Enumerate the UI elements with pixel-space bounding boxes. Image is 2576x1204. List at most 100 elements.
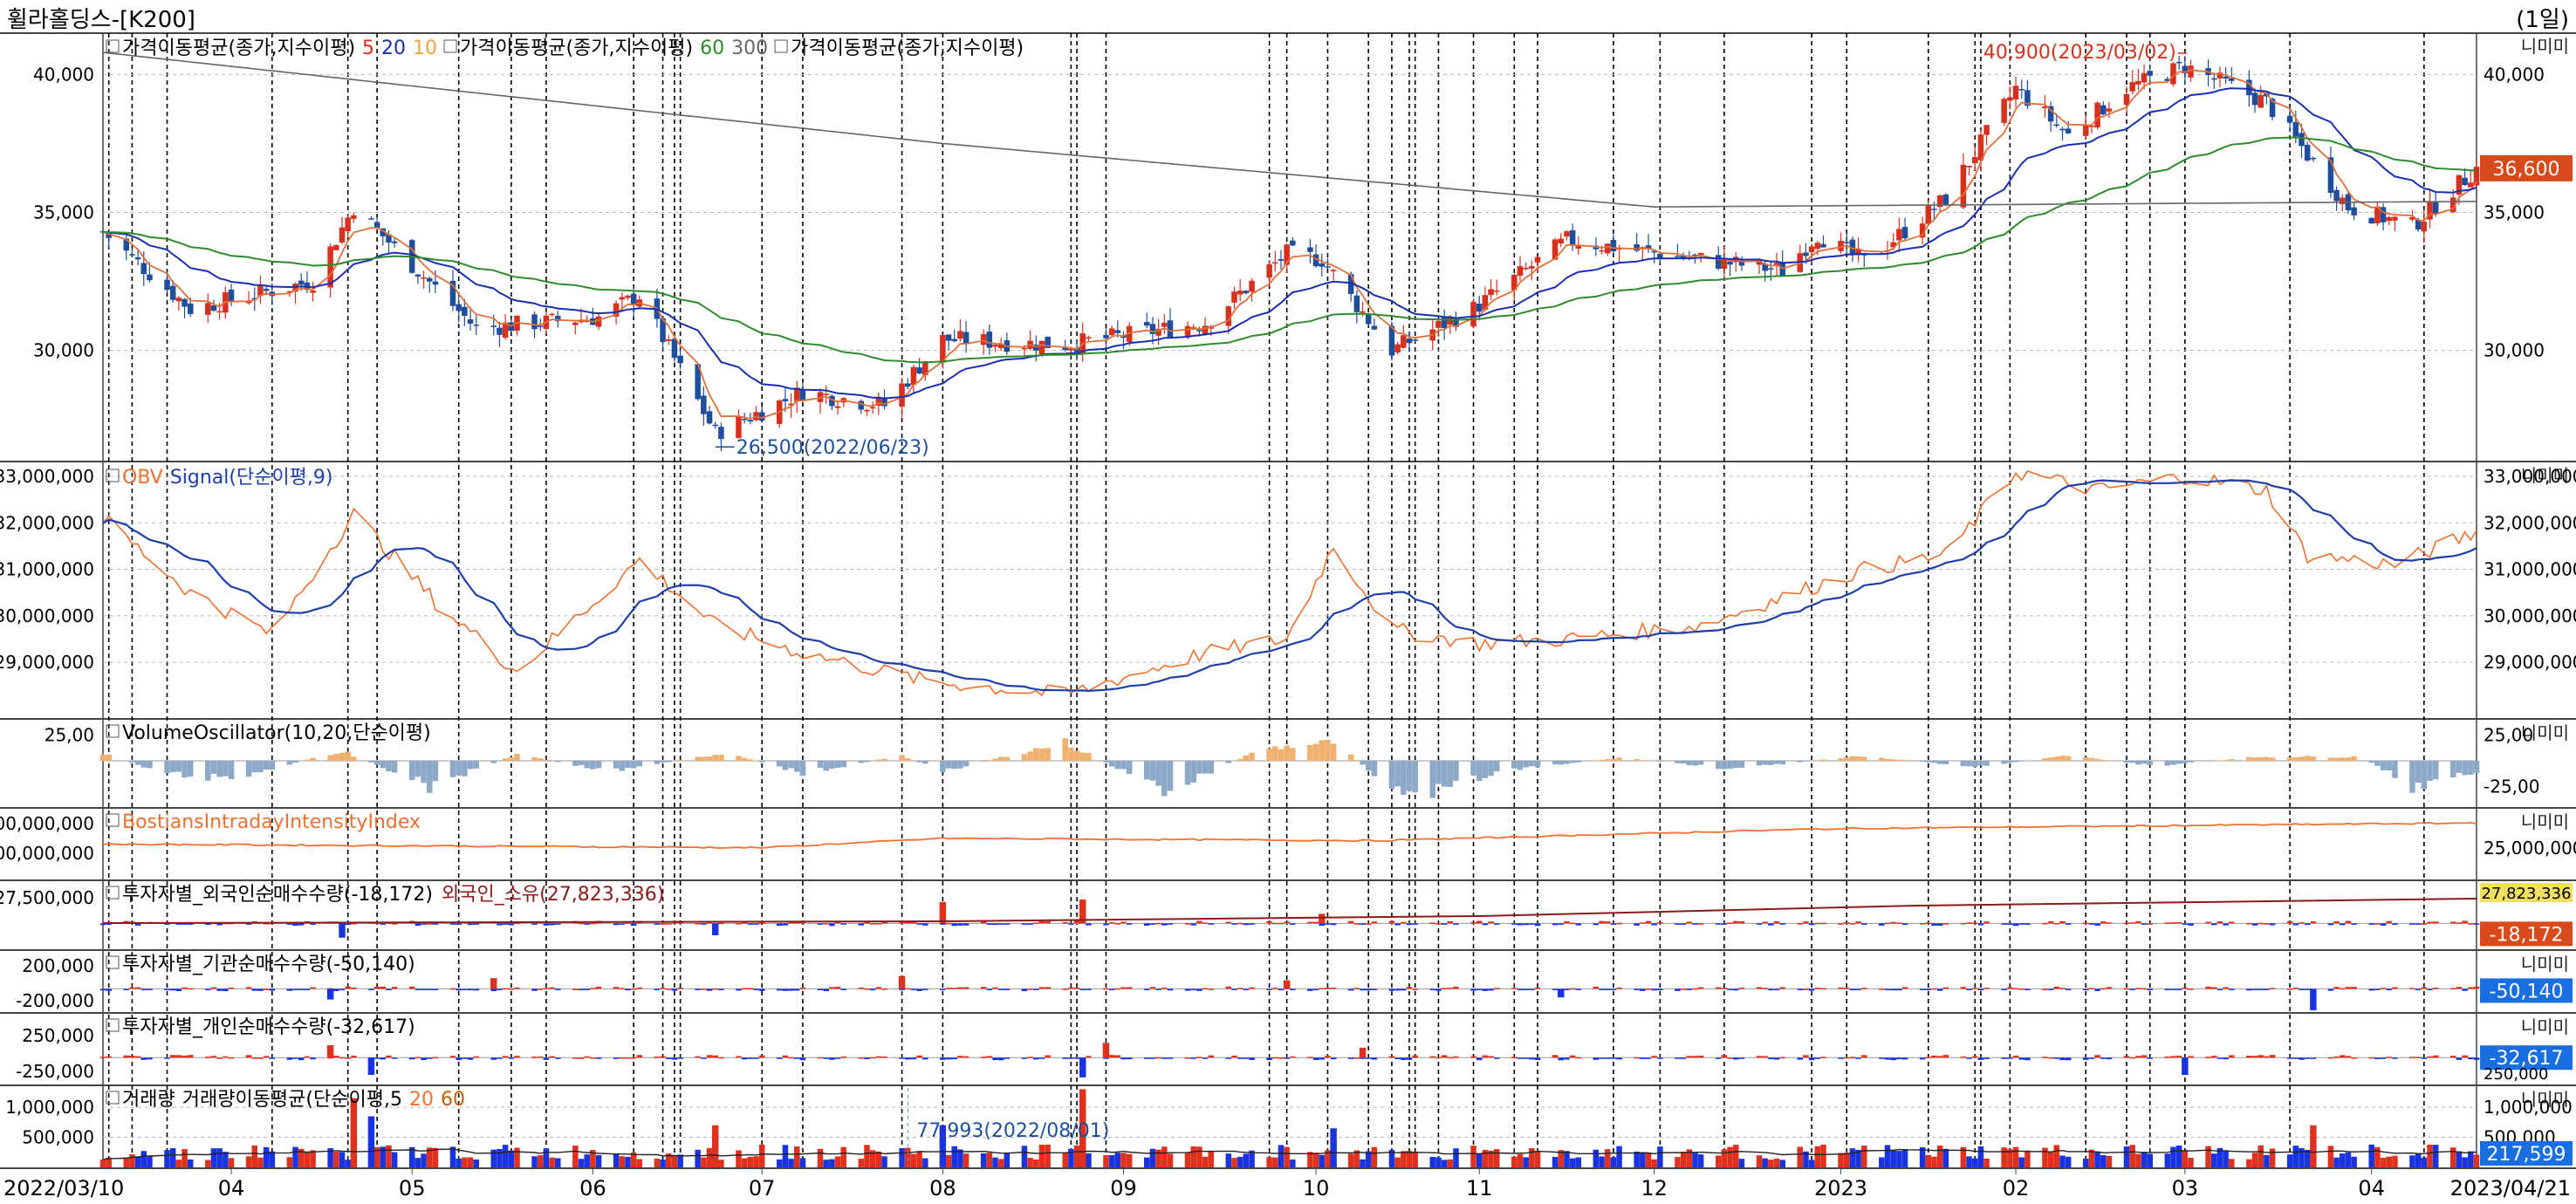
volume-bar [701,1157,707,1167]
institution-bar [1768,989,1774,991]
legend-checkbox-0[interactable] [106,39,120,53]
foreign-legend-checkbox[interactable] [106,886,120,900]
foreign-bar [1977,923,1984,926]
volume-bar [1307,1152,1313,1167]
volume-bar [899,1148,905,1167]
candle-body [1149,324,1156,334]
candle-body [2432,201,2439,215]
individual-bar [304,1056,311,1058]
panel-buttons-6[interactable]: 니미미 [2521,1016,2569,1037]
candle-body [1593,245,1600,250]
individual-bar [613,1057,620,1059]
vo-bar [665,761,672,763]
vol-legend-checkbox[interactable] [106,1091,120,1105]
individual-bar [782,1055,789,1058]
institution-legend-checkbox[interactable] [106,955,120,969]
foreign-bar [1855,921,1861,924]
individual-bar [2269,1055,2276,1058]
institution-bar [665,989,672,990]
candle-body [467,319,474,324]
foreign-bar [590,922,596,925]
individual-bar [695,1056,701,1058]
legend-checkbox-2[interactable] [774,39,788,53]
foreign-bar [858,923,865,926]
institution-bar [823,989,829,992]
volume-bar [2123,1146,2130,1167]
individual-bar [2473,1057,2480,1060]
foreign-bar [1721,923,1728,925]
foreign-bar [1062,921,1068,924]
volume-bar [799,1158,806,1167]
foreign-bar [1429,922,1435,924]
individual-bar [1155,1057,1161,1059]
legend-checkbox-1[interactable] [443,39,457,53]
institution-bar [2421,987,2428,989]
panel-buttons-0[interactable]: 니미미 [2521,36,2569,57]
institution-bar [1482,989,1489,991]
panel-buttons-1[interactable]: 니미미 [2521,465,2569,486]
volume-bar [1517,1153,1524,1167]
individual-bar [1901,1057,1908,1060]
individual-bar [619,1057,626,1059]
foreign-bar [1604,921,1611,924]
individual-bar [1045,1055,1051,1058]
candle-body [986,332,993,348]
vo-bar [701,756,707,762]
individual-bar [794,1057,800,1059]
foreign-bar [2246,923,2252,925]
foreign-own-badge [2480,883,2573,902]
x-axis-label-2: 05 [399,1176,426,1201]
volume-bar [1429,1157,1435,1167]
vo-bar [432,761,439,782]
price-tick-left-0: 40,000 [33,64,94,85]
volume-ma-line [102,1148,2477,1160]
price-legend-param-0-0: 5 [362,38,374,59]
institution-bar [2047,989,2054,990]
panel-buttons-2[interactable]: 니미미 [2521,722,2569,743]
foreign-bar [957,923,963,926]
volume-bar [1365,1151,1372,1167]
candle-body [421,277,427,279]
candle-body [712,424,718,427]
obv-legend-checkbox[interactable] [106,469,120,482]
bii-legend-checkbox[interactable] [106,813,120,827]
vo-legend-checkbox[interactable] [106,724,120,738]
vo-bar [2380,761,2387,771]
panel-buttons-5[interactable]: 니미미 [2521,954,2569,975]
institution-bar [414,989,421,990]
vo-bar [1033,748,1039,762]
individual-bar [1493,1057,1500,1059]
individual-bar [957,1056,963,1058]
individual-bar [257,1057,264,1059]
panel-buttons-3[interactable]: 니미미 [2521,811,2569,832]
foreign-bar [1237,922,1243,925]
candle-body [2088,126,2095,127]
individual-bar [537,1056,544,1058]
candle-body [1738,258,1745,266]
institution-bar [2257,989,2264,990]
individual-bar [1278,1057,1285,1059]
foreign-bar [421,923,427,925]
individual-bar [175,1055,182,1058]
institution-bar [1307,989,1313,991]
volume-bar [1167,1153,1174,1167]
vo-bar [2432,761,2439,780]
price-legend-param-0-2: 10 [413,38,437,59]
foreign-bar [1843,922,1850,924]
foreign-bar [905,921,911,924]
institution-bar [1312,989,1319,990]
volume-bar [864,1145,870,1167]
institution-bar [257,989,264,991]
candle-body [2246,79,2252,96]
volume-bar [840,1146,847,1167]
x-axis-label-3: 06 [579,1176,606,1201]
institution-bar [1033,989,1039,990]
individual-legend-checkbox[interactable] [106,1018,120,1032]
panel-buttons-7[interactable]: 니미미 [2521,1089,2569,1110]
candle-body [251,298,258,300]
institution-bar [432,989,439,990]
vo-bar [1470,761,1476,776]
vo-bar [368,761,374,763]
candle-body [473,324,479,326]
